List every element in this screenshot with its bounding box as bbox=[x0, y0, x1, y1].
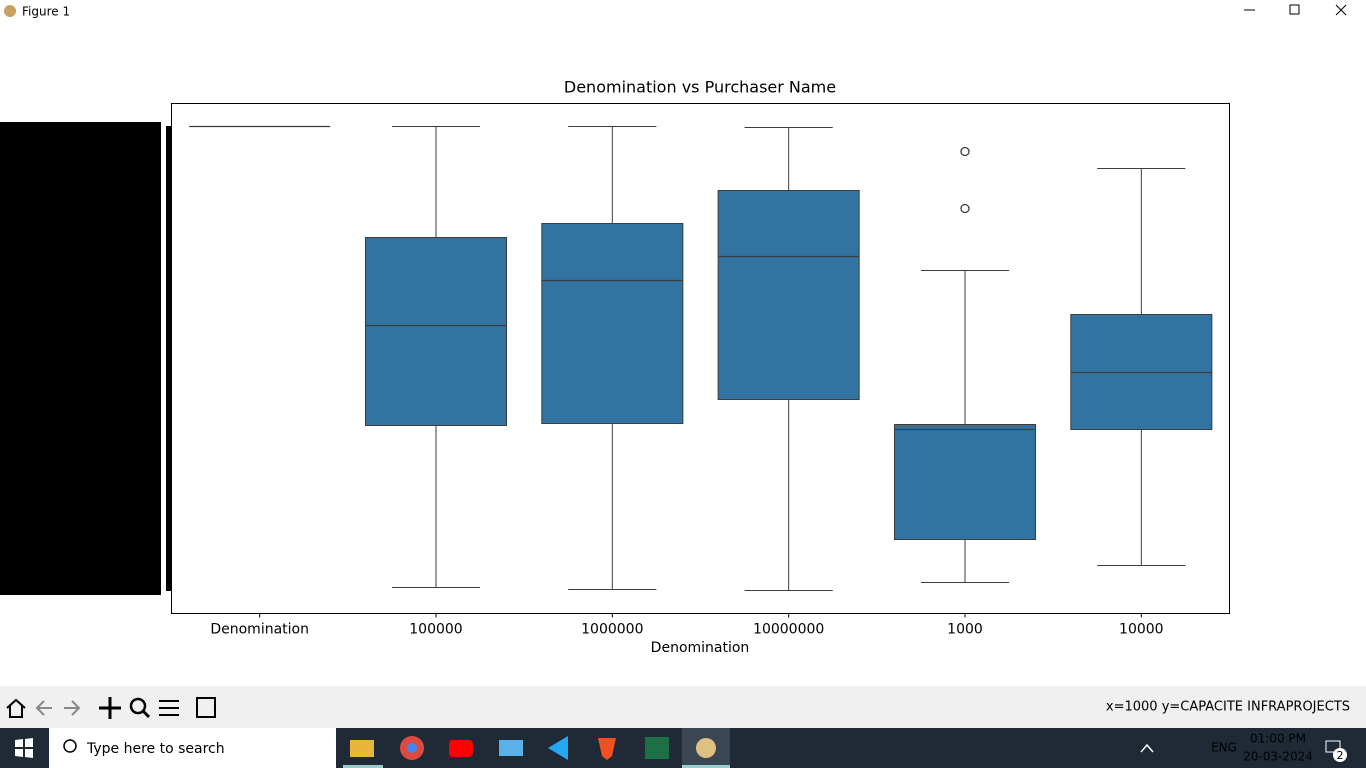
zoom-button[interactable] bbox=[129, 697, 147, 715]
x-tick-label: 1000000 bbox=[581, 622, 643, 638]
indicator bbox=[343, 765, 383, 768]
youtube-app[interactable] bbox=[449, 740, 473, 757]
x-tick-label: 10000000 bbox=[753, 622, 824, 638]
home-button[interactable] bbox=[6, 698, 26, 718]
forward-button[interactable] bbox=[64, 700, 81, 716]
start-button[interactable] bbox=[15, 738, 33, 758]
python-icon bbox=[696, 738, 716, 758]
brave-app[interactable] bbox=[598, 738, 616, 760]
x-tick-label: Denomination bbox=[210, 622, 309, 638]
app-icon bbox=[4, 5, 16, 17]
search-placeholder: Type here to search bbox=[86, 741, 225, 757]
box bbox=[717, 190, 860, 400]
pan-button[interactable] bbox=[99, 697, 121, 719]
clock-date[interactable]: 20-03-2024 bbox=[1243, 750, 1313, 764]
x-tick-label: 10000 bbox=[1119, 622, 1164, 638]
vscode-app[interactable] bbox=[548, 736, 568, 760]
x-tick-label: 100000 bbox=[409, 622, 462, 638]
save-button[interactable] bbox=[196, 697, 216, 718]
notification-count: 2 bbox=[1337, 749, 1344, 762]
y-tick-labels-overlap bbox=[0, 122, 161, 595]
toolbar bbox=[0, 686, 1366, 728]
plot-frame bbox=[171, 103, 1230, 614]
indicator bbox=[682, 765, 730, 768]
window-title: Figure 1 bbox=[22, 5, 70, 19]
tray-expand[interactable] bbox=[1140, 743, 1154, 753]
back-button[interactable] bbox=[35, 700, 52, 716]
x-axis-label: Denomination bbox=[651, 640, 750, 656]
outlier bbox=[960, 146, 970, 157]
title-bar bbox=[0, 0, 1366, 24]
chart-title: Denomination vs Purchaser Name bbox=[564, 78, 836, 97]
zoom-handle bbox=[141, 709, 151, 719]
close-button[interactable] bbox=[1335, 4, 1347, 16]
notification-icon[interactable] bbox=[1325, 740, 1341, 753]
box bbox=[364, 237, 508, 426]
explorer-app[interactable] bbox=[350, 740, 374, 757]
outlier bbox=[960, 203, 970, 214]
search-box[interactable] bbox=[49, 728, 336, 768]
y-ticks-overlap bbox=[166, 126, 171, 591]
language[interactable]: ENG bbox=[1211, 741, 1237, 755]
box bbox=[893, 424, 1037, 540]
x-tick-label: 1000 bbox=[947, 622, 983, 638]
notification-badge bbox=[1333, 748, 1347, 762]
plot: Denomination 100000 1000000 10000000 1000 100… bbox=[189, 125, 1213, 638]
excel-app[interactable] bbox=[645, 737, 669, 759]
app-window[interactable] bbox=[499, 740, 523, 756]
status-text: x=1000 y=CAPACITE INFRAPROJECTS bbox=[1106, 700, 1350, 715]
restore-button[interactable] bbox=[1289, 4, 1300, 15]
clock-time[interactable]: 01:00 PM bbox=[1250, 732, 1306, 746]
box bbox=[541, 223, 684, 424]
configure-button[interactable] bbox=[159, 700, 179, 716]
search-icon bbox=[63, 739, 77, 753]
chrome-center bbox=[407, 743, 417, 753]
